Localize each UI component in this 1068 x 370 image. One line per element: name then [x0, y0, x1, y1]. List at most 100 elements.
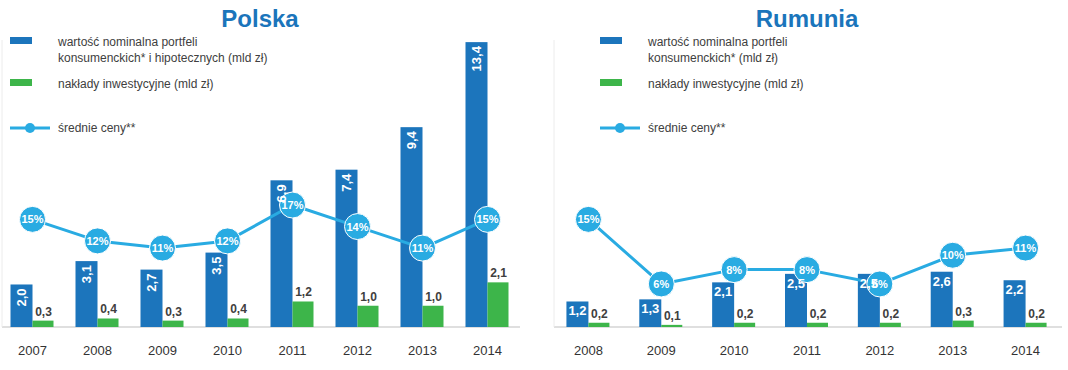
bar-label: 1,2 — [295, 285, 312, 299]
point-label: 11% — [412, 242, 434, 254]
bar-label: 0,3 — [165, 305, 182, 319]
chart-canvas: Polska2,03,12,73,56,97,49,413,40,30,40,3… — [0, 0, 1068, 370]
legend-swatch — [10, 37, 32, 44]
x-tick-label: 2010 — [213, 343, 242, 358]
legend-label-line: konsumenckich* i hipotecznych (mld zł) — [58, 51, 267, 65]
bar-label: 2,6 — [933, 274, 951, 289]
legend-label-line: nakłady inwestycyjne (mld zł) — [58, 77, 213, 91]
bar-label: 1,0 — [425, 290, 442, 304]
bar — [141, 270, 163, 327]
legend-swatch — [600, 37, 622, 44]
bar — [423, 306, 444, 327]
x-tick-label: 2012 — [865, 343, 894, 358]
point-label: 14% — [346, 221, 368, 233]
bar — [566, 301, 588, 327]
line-marker — [20, 206, 46, 232]
bar-label: 0,1 — [664, 309, 681, 323]
bar — [98, 318, 119, 327]
bar-label: 2,2 — [1006, 282, 1024, 297]
bar-label: 0,2 — [810, 307, 827, 321]
data-labels: 2,03,12,73,56,97,49,413,40,30,40,30,41,2… — [14, 45, 507, 318]
bar — [734, 323, 755, 327]
bar-label: 2,5 — [787, 276, 805, 291]
point-label: 11% — [1015, 242, 1037, 254]
bar-label: 0,3 — [35, 305, 52, 319]
point-label: 15% — [21, 213, 43, 225]
bar — [76, 261, 98, 327]
page: {"chart_data": [ {"type": "bar", "title"… — [0, 0, 1068, 370]
bar — [880, 323, 901, 327]
line-marker — [475, 206, 501, 232]
plot-marks — [11, 42, 509, 327]
legend-swatch — [10, 79, 32, 86]
point-label: 10% — [942, 249, 964, 261]
bar-label: 3,1 — [79, 265, 94, 283]
bar-label: 0,2 — [883, 307, 900, 321]
line-marker — [85, 228, 111, 254]
bar-label: 13,4 — [469, 45, 484, 71]
point-label: 15% — [577, 213, 599, 225]
bar-label: 3,5 — [209, 257, 224, 275]
x-tick-label: 2007 — [18, 343, 47, 358]
point-label: 8% — [799, 264, 815, 276]
x-tick-label: 2009 — [647, 343, 676, 358]
bar — [953, 321, 974, 327]
bar — [588, 323, 609, 327]
bar — [293, 301, 314, 327]
bar-label: 0,3 — [955, 305, 972, 319]
bar — [639, 299, 661, 327]
chart-1: Rumunia1,21,32,12,52,52,62,20,20,10,20,2… — [554, 5, 1062, 358]
legend-label: nakłady inwestycyjne (mld zł) — [58, 77, 213, 91]
x-tick-label: 2011 — [793, 343, 821, 358]
x-tick-label: 2012 — [343, 343, 372, 358]
legend-label-line: wartość nominalna portfeli — [647, 35, 787, 49]
bar — [11, 284, 33, 327]
chart-0: Polska2,03,12,73,56,97,49,413,40,30,40,3… — [2, 5, 520, 358]
point-label: 15% — [476, 213, 498, 225]
x-tick-label: 2009 — [148, 343, 177, 358]
legend-label-line: konsumenckich* (mld zł) — [648, 51, 778, 65]
x-tick-label: 2008 — [83, 343, 112, 358]
point-label: 12% — [86, 235, 108, 247]
legend-label: wartość nominalna portfeli konsumenckich*… — [57, 35, 267, 65]
y-axis-line — [554, 40, 555, 327]
bar — [358, 306, 379, 327]
x-tick-label: 2014 — [473, 343, 502, 358]
line-marker — [410, 235, 436, 261]
point-label: 11% — [152, 242, 174, 254]
bar-label: 2,7 — [144, 274, 159, 292]
line-marker — [575, 206, 601, 232]
point-label: 8% — [726, 264, 742, 276]
legend-label: średnie ceny** — [58, 121, 136, 135]
x-tick-label: 2013 — [938, 343, 967, 358]
bar-label: 9,4 — [404, 130, 419, 149]
point-label: 6% — [653, 278, 669, 290]
bar-label: 2,0 — [14, 288, 29, 306]
bar-label: 0,2 — [1028, 307, 1045, 321]
legend-swatch — [600, 79, 622, 86]
bar — [1026, 323, 1047, 327]
bar-label: 2,1 — [714, 284, 732, 299]
line-marker — [345, 214, 371, 240]
bar — [206, 253, 228, 327]
bar-label: 0,4 — [100, 302, 117, 316]
bar-label: 0,4 — [230, 302, 247, 316]
bar — [931, 272, 953, 327]
bar — [785, 274, 807, 327]
bar-label: 1,3 — [641, 301, 659, 316]
x-tick-label: 2014 — [1011, 343, 1040, 358]
line-marker — [648, 271, 674, 297]
legend-label: nakłady inwestycyjne (mld zł) — [648, 77, 803, 91]
legend-label-line: wartość nominalna portfeli — [57, 35, 197, 49]
bar-label: 7,4 — [339, 173, 354, 192]
bar — [401, 127, 423, 327]
legend-swatch-marker — [615, 123, 625, 133]
legend: wartość nominalna portfeli konsumenckich*… — [600, 35, 803, 135]
bar — [33, 321, 54, 327]
x-tick-label: 2013 — [408, 343, 437, 358]
x-tick-label: 2008 — [574, 343, 603, 358]
bar — [466, 42, 488, 327]
line-marker — [1013, 235, 1039, 261]
bar — [163, 321, 184, 327]
legend-label-line: średnie ceny** — [58, 121, 136, 135]
